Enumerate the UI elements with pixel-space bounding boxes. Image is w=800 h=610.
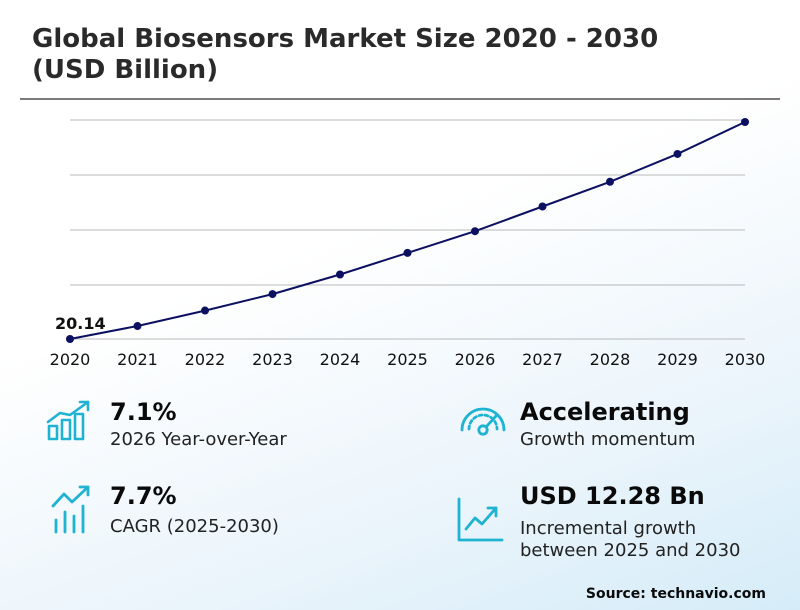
stat-label: Growth momentum (520, 429, 696, 450)
x-tick-label: 2020 (50, 350, 91, 369)
stat-momentum: Accelerating Growth momentum (458, 398, 778, 468)
speedometer-gauge-icon (460, 407, 506, 436)
stat-value: Accelerating (520, 398, 690, 426)
line-chart-growth-icon (457, 497, 504, 542)
stat-label: 2026 Year-over-Year (110, 429, 287, 450)
data-point (201, 306, 209, 315)
data-point (66, 335, 74, 343)
x-tick-label: 2030 (725, 350, 766, 369)
data-point (471, 227, 479, 236)
chart-title: Global Biosensors Market Size 2020 - 203… (32, 24, 772, 86)
stat-incremental-growth: USD 12.28 Bn Incremental growth between … (456, 482, 786, 572)
data-label: 20.14 (55, 314, 106, 333)
x-tick-label: 2026 (455, 350, 496, 369)
x-tick-label: 2024 (320, 350, 361, 369)
data-point (741, 118, 749, 126)
line-chart: 2020 2021 2022 2023 2024 2025 2026 2027 2028 2029… (50, 118, 766, 369)
bar-chart-growth-icon (46, 400, 90, 441)
stat-yoy: 7.1% 2026 Year-over-Year (46, 398, 366, 468)
trend-bars-icon (51, 485, 90, 534)
stat-label: Incremental growth (520, 518, 697, 539)
stat-value: USD 12.28 Bn (520, 482, 705, 510)
stat-cagr: 7.7% CAGR (2025-2030) (50, 482, 370, 552)
data-point (538, 202, 547, 211)
data-point (133, 322, 142, 331)
source-credit: Source: technavio.com (585, 586, 766, 602)
data-point (606, 177, 614, 186)
data-point (673, 149, 682, 158)
stat-label: CAGR (2025-2030) (110, 516, 279, 537)
x-tick-label: 2025 (387, 350, 428, 369)
data-point (336, 270, 344, 279)
stat-value: 7.7% (110, 482, 177, 510)
data-point (268, 290, 277, 299)
stat-label: between 2025 and 2030 (520, 540, 741, 561)
x-tick-label: 2022 (185, 350, 226, 369)
x-tick-label: 2029 (657, 350, 698, 369)
x-tick-label: 2023 (252, 350, 293, 369)
data-point (403, 248, 412, 257)
x-tick-label: 2027 (522, 350, 563, 369)
x-tick-label: 2021 (117, 350, 158, 369)
x-tick-label: 2028 (590, 350, 631, 369)
stat-value: 7.1% (110, 398, 177, 426)
title-line-1: Global Biosensors Market Size 2020 - 203… (32, 24, 659, 54)
title-line-2: (USD Billion) (32, 55, 219, 85)
title-divider (20, 98, 780, 100)
